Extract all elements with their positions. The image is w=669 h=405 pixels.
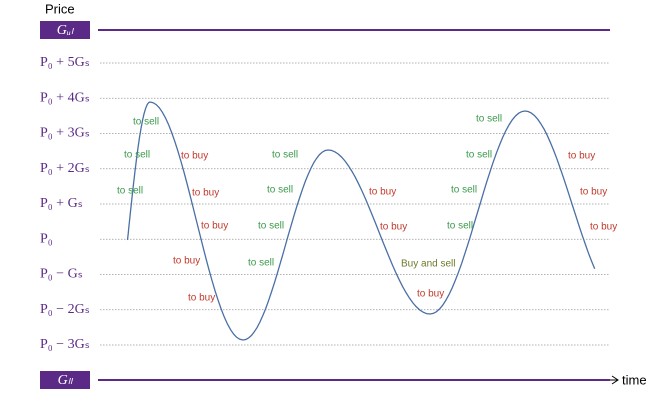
annotation: to sell: [248, 258, 274, 269]
annotation: to buy: [369, 187, 396, 198]
level-label: P₀ + 4Gₛ: [40, 90, 90, 105]
annotation: to buy: [173, 256, 200, 267]
annotation: to buy: [580, 187, 607, 198]
annotation: to sell: [124, 150, 150, 161]
annotation: to sell: [258, 221, 284, 232]
annotation: to buy: [568, 151, 595, 162]
annotation: to sell: [451, 185, 477, 196]
annotation: to buy: [380, 222, 407, 233]
annotation: to sell: [272, 150, 298, 161]
annotation: to buy: [181, 151, 208, 162]
level-label: P₀ − 2Gₛ: [40, 302, 90, 317]
annotation: to sell: [476, 114, 502, 125]
level-label: P₀ + Gₛ: [40, 196, 83, 211]
bound-box: [40, 21, 90, 39]
annotation: to buy: [417, 289, 444, 300]
bound-label: Gₗₗ: [58, 373, 74, 388]
level-label: P₀ − Gₛ: [40, 267, 83, 282]
annotation: to sell: [447, 221, 473, 232]
annotation: to buy: [192, 188, 219, 199]
level-label: P₀ − 3Gₛ: [40, 337, 90, 352]
price-curve: [126, 101, 596, 341]
level-label: P₀: [40, 231, 53, 246]
annotation: to sell: [267, 185, 293, 196]
bound-box: [40, 371, 90, 389]
annotation: Buy and sell: [401, 259, 455, 270]
annotation: to buy: [188, 293, 215, 304]
annotation: to sell: [133, 117, 159, 128]
y-axis-label: Price: [45, 1, 75, 16]
annotation: to sell: [117, 186, 143, 197]
level-label: P₀ + 2Gₛ: [40, 161, 90, 176]
annotation: to buy: [590, 222, 617, 233]
annotation: to buy: [201, 221, 228, 232]
annotation: to sell: [466, 150, 492, 161]
axis-arrow: [611, 375, 619, 385]
level-label: P₀ + 5Gₛ: [40, 55, 90, 70]
level-label: P₀ + 3Gₛ: [40, 126, 90, 141]
x-axis-label: time: [622, 372, 647, 387]
bound-label: Gᵤₗ: [57, 23, 75, 38]
